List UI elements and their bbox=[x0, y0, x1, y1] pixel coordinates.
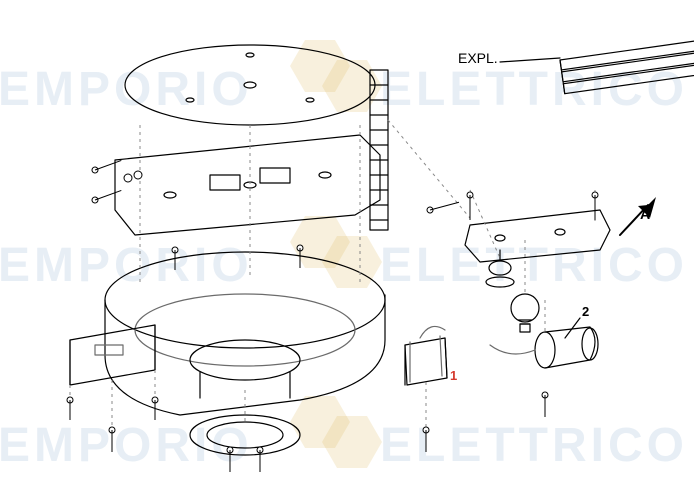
callout-1: 1 bbox=[450, 368, 457, 383]
diagram-stage: EMPORIO ELETTRICO EMPORIO ELETTRICO EMPO… bbox=[0, 0, 694, 500]
expl-label: EXPL. bbox=[458, 50, 498, 66]
arrow-a-label: A bbox=[640, 206, 650, 222]
callout-2: 2 bbox=[582, 304, 589, 319]
exploded-diagram bbox=[0, 0, 694, 500]
